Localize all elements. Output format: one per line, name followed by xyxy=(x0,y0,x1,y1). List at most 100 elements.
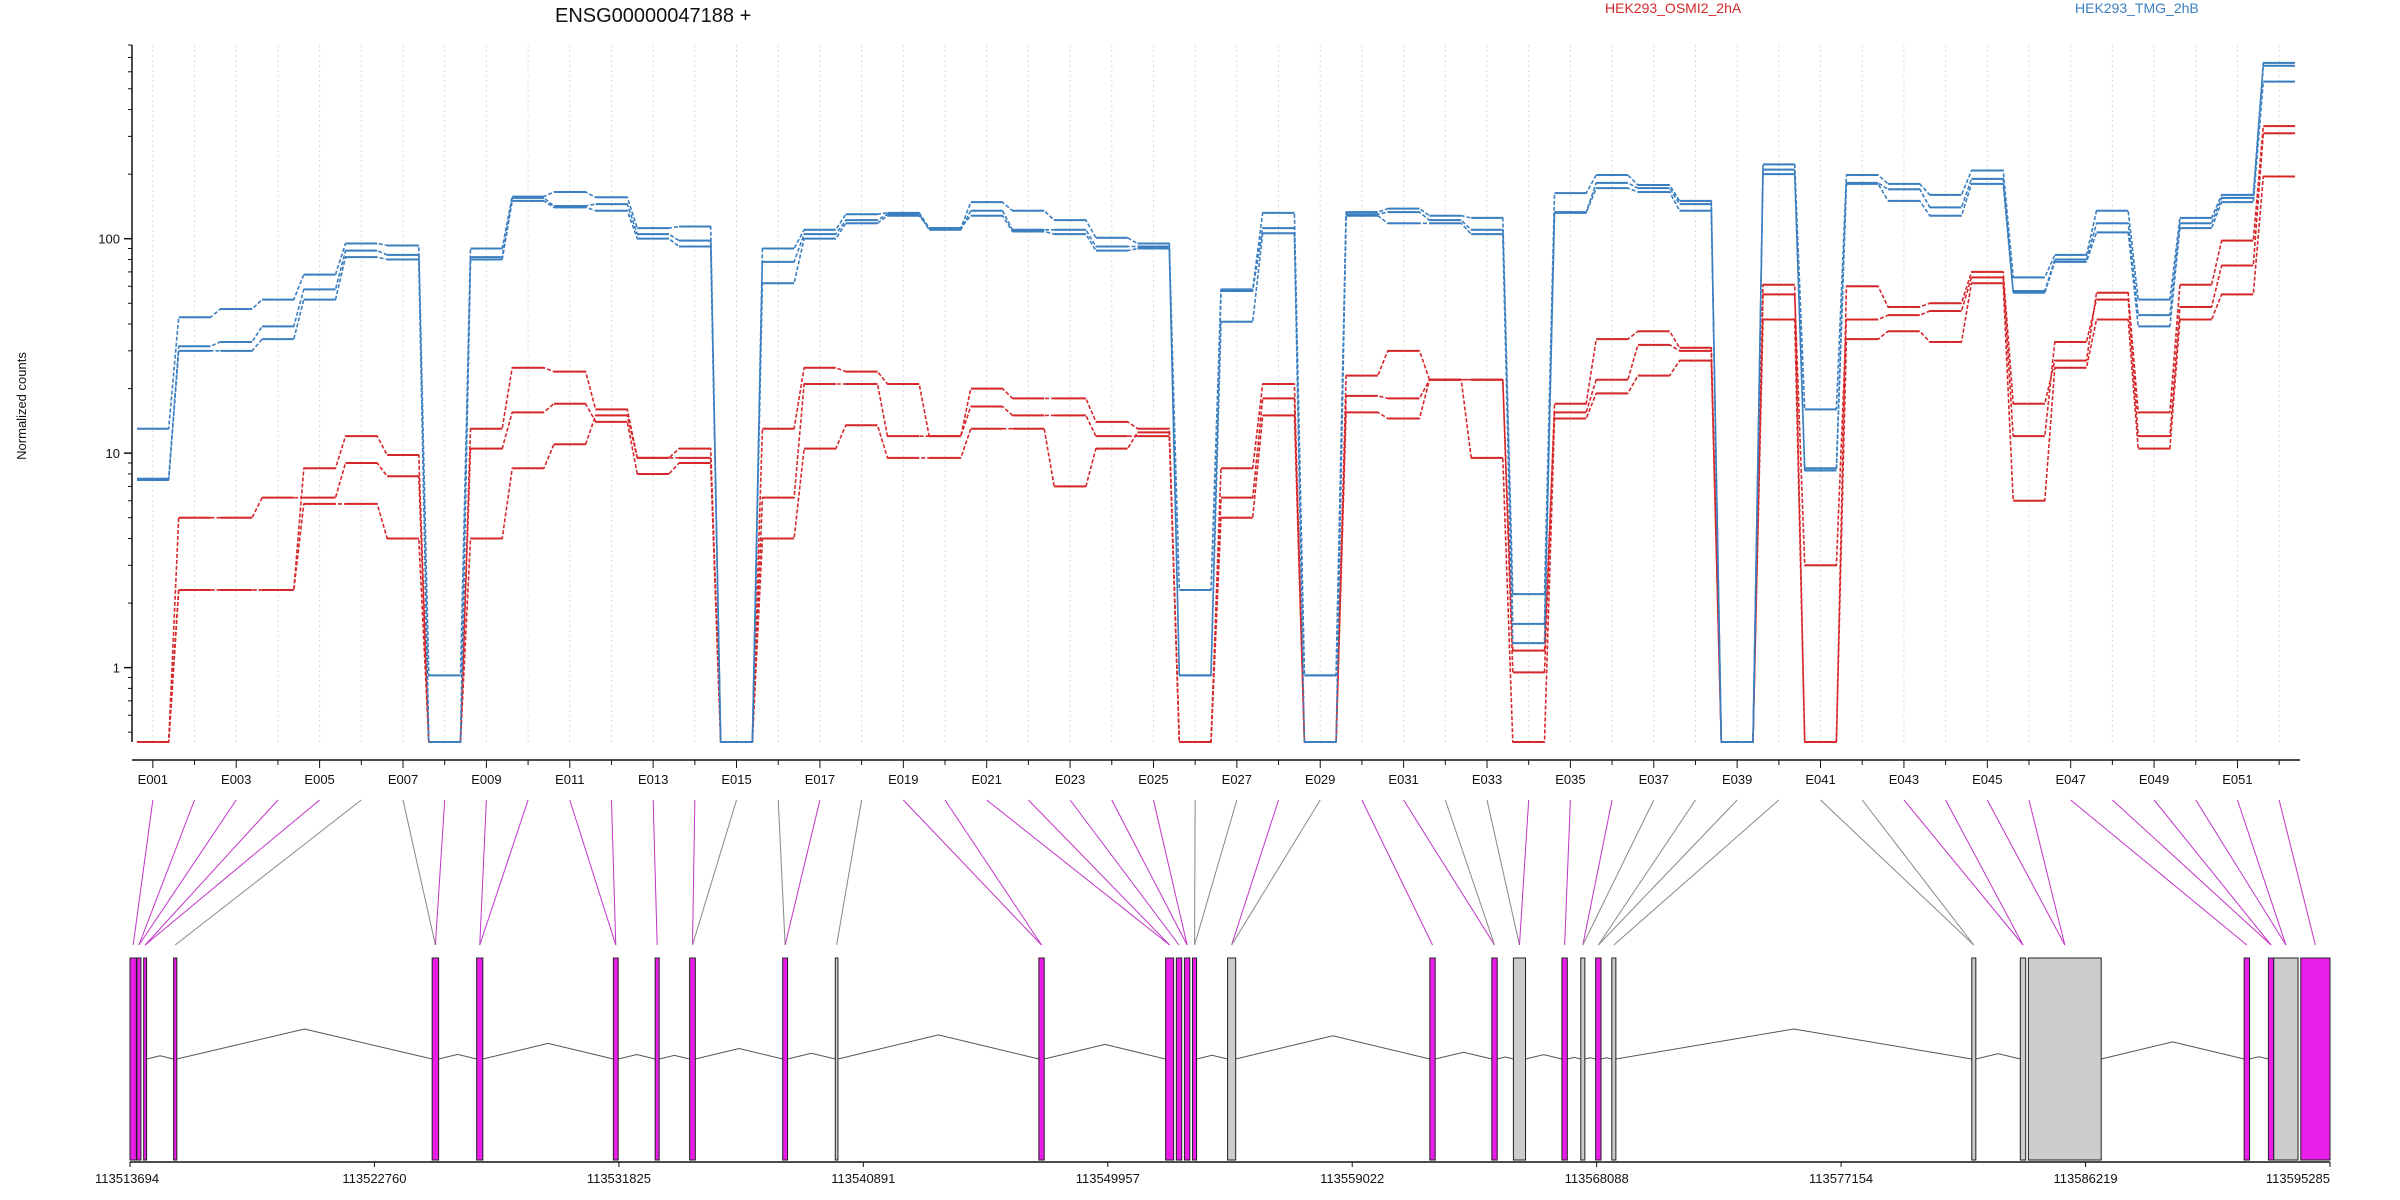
exon-connector-line xyxy=(1597,799,1696,946)
exon-connector-line xyxy=(1444,799,1496,946)
exon-connector-line xyxy=(2195,799,2287,946)
exon-connector-line xyxy=(138,799,196,946)
intron-connector xyxy=(1584,1057,1596,1060)
exon-label: E051 xyxy=(2222,772,2252,787)
exon-connector-line xyxy=(2028,799,2066,946)
genomic-tick-label: 113559022 xyxy=(1320,1171,1384,1186)
exon-block xyxy=(2267,957,2275,1161)
genomic-tick-label: 113568088 xyxy=(1565,1171,1629,1186)
exon-label: E043 xyxy=(1889,772,1919,787)
exon-connector-line xyxy=(1582,799,1613,946)
series-layer xyxy=(137,61,2295,743)
exon-label: E011 xyxy=(555,772,584,787)
exon-connector-line xyxy=(902,799,1042,946)
exon-label: E035 xyxy=(1555,772,1585,787)
exon-connector-line xyxy=(986,799,1170,946)
series-line xyxy=(137,175,2295,743)
exon-label: E045 xyxy=(1972,772,2002,787)
legend-entry-osmi: HEK293_OSMI2_2hA xyxy=(1605,0,1742,16)
exon-block xyxy=(612,957,619,1161)
intron-connector xyxy=(837,1034,1039,1060)
exon-block xyxy=(1429,957,1436,1161)
exon-label: E001 xyxy=(138,772,168,787)
exon-block xyxy=(1580,957,1586,1161)
exon-block xyxy=(782,957,789,1161)
exon-connector-line xyxy=(1231,799,1280,946)
exon-block xyxy=(1192,957,1198,1161)
exon-block xyxy=(1561,957,1568,1161)
exon-connector-line xyxy=(434,799,446,946)
exon-connector-line xyxy=(784,799,821,946)
exon-label: E037 xyxy=(1639,772,1669,787)
exon-axis: E001 E003 E005 E007 E009 E011 E013 E015 E017 E019… xyxy=(132,759,2300,787)
exon-connector-line xyxy=(1486,799,1520,946)
intron-connector xyxy=(482,1042,614,1060)
exon-label: E029 xyxy=(1305,772,1335,787)
exon-connector-line xyxy=(174,799,362,946)
y-tick-label: 100 xyxy=(98,232,120,247)
exon-connector-line xyxy=(402,799,436,946)
exon-block xyxy=(136,957,142,1161)
exon-block xyxy=(689,957,696,1161)
exon-label: E005 xyxy=(304,772,334,787)
exon-connector-line xyxy=(1194,799,1238,946)
genomic-tick-label: 113549957 xyxy=(1076,1171,1140,1186)
exon-connector-line xyxy=(610,799,617,946)
exon-label: E019 xyxy=(888,772,918,787)
grid-layer xyxy=(152,45,2280,744)
exon-block xyxy=(129,957,137,1161)
exon-connector-line xyxy=(1986,799,2066,946)
intron-connector xyxy=(695,1048,783,1060)
exon-connector-line xyxy=(652,799,658,946)
exon-connector-line xyxy=(2112,799,2272,946)
exon-block xyxy=(173,957,178,1161)
exon-connector-line xyxy=(1903,799,2024,946)
exon-label: E023 xyxy=(1055,772,1085,787)
exon-connector-line xyxy=(1597,799,1738,946)
exon-label: E025 xyxy=(1138,772,1168,787)
exon-label: E013 xyxy=(638,772,668,787)
exon-connector-line xyxy=(1231,799,1321,946)
intron-connector xyxy=(2249,1056,2269,1060)
exon-connector-line xyxy=(691,799,696,946)
exon-label: E003 xyxy=(221,772,251,787)
exon-label: E047 xyxy=(2056,772,2086,787)
exon-label: E049 xyxy=(2139,772,2169,787)
genomic-tick-label: 113577154 xyxy=(1809,1171,1873,1186)
intron-connector xyxy=(659,1054,690,1060)
legend-entry-tmg: HEK293_TMG_2hB xyxy=(2075,0,2199,16)
intron-connector xyxy=(176,1028,433,1060)
exon-label: E039 xyxy=(1722,772,1752,787)
exon-connector-line xyxy=(144,799,279,946)
exon-connector-line xyxy=(479,799,529,946)
genomic-tick-label: 113513694 xyxy=(95,1171,159,1186)
genomic-tick-label: 113586219 xyxy=(2054,1171,2118,1186)
intron-connector xyxy=(1525,1054,1563,1060)
exon-connector-line xyxy=(144,799,320,946)
exon-block xyxy=(2300,957,2331,1161)
exon-block xyxy=(1512,957,1527,1161)
exon-block xyxy=(1491,957,1498,1161)
y-axis: 1 10 100 xyxy=(98,44,133,742)
exon-connector-line xyxy=(1028,799,1170,946)
intron-connector xyxy=(1435,1051,1492,1060)
exon-block xyxy=(431,957,440,1161)
exon-connector-line xyxy=(1361,799,1433,946)
genomic-tick-label: 113595285 xyxy=(2266,1171,2330,1186)
exon-block xyxy=(1971,957,1977,1161)
intron-connector xyxy=(1567,1056,1581,1060)
exon-connector-line xyxy=(692,799,738,946)
exon-connector-line xyxy=(1194,799,1196,946)
exon-block xyxy=(2027,957,2102,1161)
genomic-tick-label: 113540891 xyxy=(831,1171,895,1186)
series-line xyxy=(137,62,2295,743)
exon-label: E017 xyxy=(805,772,835,787)
y-tick-label: 10 xyxy=(106,446,120,461)
exon-block xyxy=(2273,957,2299,1161)
exon-connector-line xyxy=(777,799,786,946)
exon-connector-line xyxy=(1069,799,1180,946)
exon-connector-line xyxy=(479,799,487,946)
exon-block xyxy=(2243,957,2251,1161)
intron-connector xyxy=(787,1052,836,1060)
